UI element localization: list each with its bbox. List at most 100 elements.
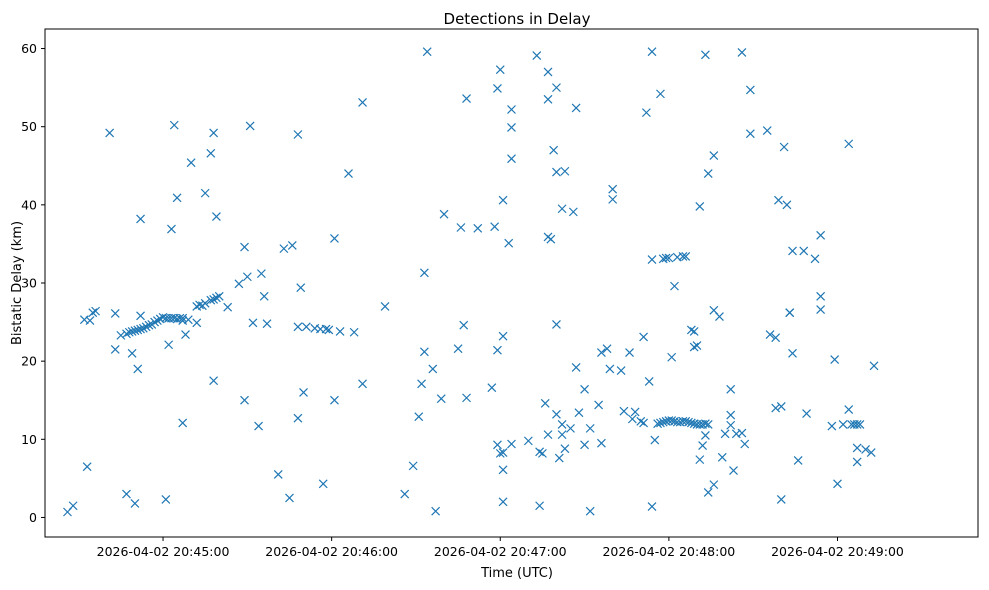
data-point — [436, 394, 446, 404]
y-tick-label: 10 — [21, 432, 37, 447]
data-point — [209, 294, 219, 304]
data-point — [487, 383, 497, 393]
data-point — [698, 441, 708, 450]
x-tick-label: 2026-04-02 20:49:00 — [771, 544, 904, 559]
x-axis: 2026-04-02 20:45:00 2026-04-02 20:46:00 20… — [97, 537, 904, 559]
data-point — [779, 142, 789, 152]
data-point — [700, 419, 710, 429]
data-point — [700, 50, 710, 60]
data-point — [597, 438, 606, 448]
data-point — [571, 103, 581, 113]
data-point — [560, 444, 570, 454]
x-tick-label: 2026-04-02 20:45:00 — [97, 544, 230, 559]
data-point — [122, 489, 131, 499]
data-point — [869, 361, 879, 371]
data-point — [138, 323, 148, 333]
data-point — [256, 269, 266, 279]
chart-title: Detections in Delay — [444, 10, 591, 28]
data-point — [136, 311, 145, 321]
data-point — [136, 214, 145, 224]
data-point — [703, 169, 713, 179]
data-point — [130, 498, 140, 508]
x-axis-label: Time (UTC) — [480, 566, 553, 581]
data-point — [245, 121, 255, 131]
data-point — [833, 479, 842, 489]
data-point — [330, 395, 339, 405]
data-point — [192, 318, 202, 328]
data-point — [234, 279, 244, 289]
data-point — [580, 384, 589, 394]
data-point — [636, 416, 646, 426]
data-point — [293, 130, 303, 139]
x-tick-label: 2026-04-02 20:47:00 — [434, 544, 567, 559]
data-point — [667, 352, 677, 362]
data-point — [692, 341, 702, 350]
data-point — [532, 51, 542, 60]
data-point — [324, 325, 334, 335]
data-point — [678, 252, 688, 261]
data-point — [647, 47, 657, 57]
data-point — [240, 242, 249, 252]
data-point — [212, 212, 221, 221]
x-tick-label: 2026-04-02 20:48:00 — [602, 544, 735, 559]
data-point — [546, 234, 556, 244]
data-point — [498, 497, 508, 507]
data-point — [504, 238, 514, 248]
data-point — [223, 302, 233, 312]
data-point — [689, 342, 699, 352]
data-point — [830, 355, 840, 365]
data-point — [462, 94, 471, 103]
data-point — [240, 395, 249, 405]
data-point — [122, 329, 131, 339]
data-point — [214, 291, 224, 301]
data-point — [380, 302, 390, 311]
data-point — [597, 348, 606, 357]
y-axis: 0 10 20 30 40 50 60 — [21, 41, 45, 525]
data-point — [453, 344, 463, 354]
data-point — [681, 416, 691, 426]
data-point — [641, 108, 651, 118]
data-point — [136, 324, 145, 334]
data-point — [647, 502, 657, 511]
data-point — [695, 455, 705, 465]
data-point — [574, 408, 584, 418]
data-point — [802, 409, 811, 418]
data-point — [566, 423, 575, 433]
data-point — [164, 340, 174, 350]
data-point — [124, 327, 134, 337]
data-point — [639, 418, 649, 428]
data-point — [552, 167, 561, 177]
data-point — [248, 318, 258, 328]
data-point — [726, 420, 736, 430]
data-point — [495, 448, 505, 458]
data-point — [152, 316, 162, 325]
data-point — [428, 364, 438, 374]
data-point — [552, 83, 561, 93]
data-point — [498, 465, 508, 475]
data-point — [686, 418, 696, 428]
data-point — [254, 421, 264, 431]
data-point — [776, 402, 786, 411]
data-point — [493, 345, 502, 355]
data-point — [540, 398, 550, 408]
data-point — [299, 387, 308, 397]
data-point — [816, 230, 826, 240]
data-point — [161, 495, 171, 504]
data-point — [585, 506, 595, 516]
data-point — [594, 400, 604, 410]
data-point — [537, 448, 547, 458]
data-point — [358, 379, 367, 389]
data-point — [709, 151, 719, 161]
data-point — [462, 393, 471, 403]
y-tick-label: 50 — [21, 119, 37, 134]
data-point — [358, 98, 367, 107]
data-point — [552, 409, 561, 419]
data-point — [88, 308, 98, 318]
data-point — [287, 241, 297, 250]
data-point — [167, 224, 176, 234]
data-point — [681, 252, 691, 261]
data-point — [186, 158, 196, 168]
data-point — [627, 414, 637, 424]
data-point — [172, 193, 182, 203]
